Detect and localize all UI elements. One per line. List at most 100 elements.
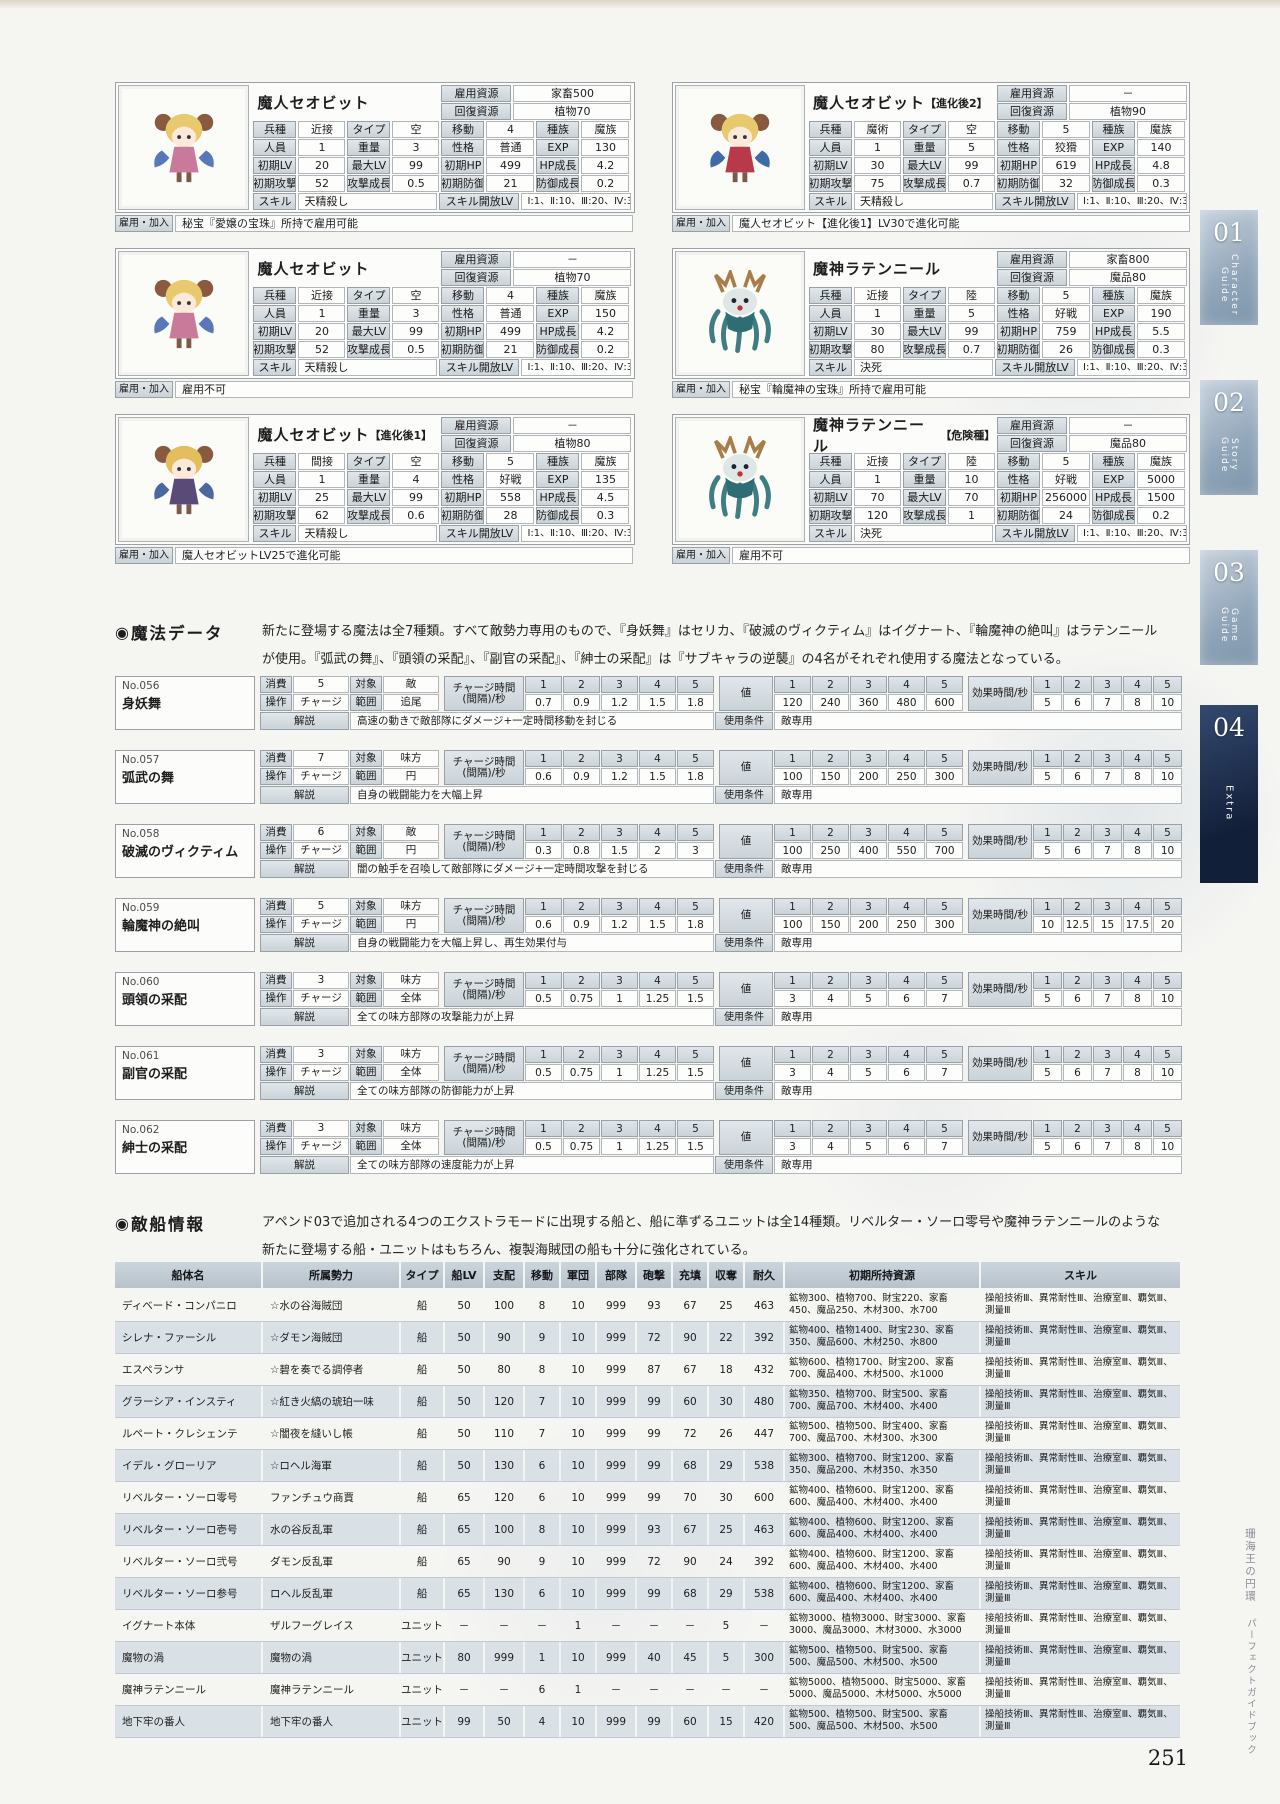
ship-reload: 67 (683, 1363, 697, 1376)
unit-card-box: 魔人セオビット 雇用資源 家畜500 回復資源 植物70 兵種 近接 タイプ 空… (115, 82, 635, 213)
type-label: タイプ (903, 121, 946, 138)
ship-type: ユニット (401, 1642, 443, 1673)
ship-bombard: － (648, 1684, 660, 1696)
def-growth-value: 0.3 (1137, 341, 1185, 358)
cost-value: 5 (293, 676, 349, 693)
ship-move: 9 (525, 1322, 559, 1353)
ship-corps: 10 (571, 1427, 585, 1440)
skill-unlock-label: スキル開放LV (439, 359, 520, 376)
effect-col-4: 4 (1123, 1046, 1152, 1063)
charge-time-label: チャージ時間 (間隔)/秒 (444, 1120, 524, 1155)
hire-join-value: 秘宝『愛嬢の宝珠』所持で雇用可能 (175, 215, 633, 232)
ship-table-row: リベルター・ソーロ壱号 水の谷反乱軍 船 65 100 8 10 999 93 … (115, 1514, 1180, 1546)
magic-number-box: No.058 破滅のヴィクティム (115, 824, 255, 878)
ship-plunder: 29 (709, 1578, 743, 1609)
magic-section-header: ◉ 魔法データ (115, 620, 223, 644)
description-label: 解説 (260, 712, 349, 730)
charge-time-label-line1: チャージ時間 (452, 829, 516, 842)
ship-dominion: 90 (485, 1322, 523, 1353)
cost-label: 消費 (260, 676, 292, 693)
operation-label: 操作 (260, 916, 292, 933)
condition-value: 敵専用 (774, 1082, 1182, 1100)
ship-move: － (536, 1620, 548, 1632)
ship-reload: 67 (673, 1514, 707, 1545)
value-value-2: 4 (812, 1138, 849, 1155)
ship-resources: 鉱物500、植物500、財宝500、家畜500、魔品500、木材500、水500 (785, 1642, 979, 1673)
effect-value-3: 7 (1093, 1138, 1122, 1155)
ship-resources: 鉱物400、植物600、財宝1200、家畜600、魔品400、木材400、水40… (789, 1549, 954, 1572)
charge-col-5: 5 (677, 824, 714, 841)
effect-col-5: 5 (1153, 1120, 1182, 1137)
effect-col-3: 3 (1093, 898, 1122, 915)
ship-table-row: リベルター・ソーロ参号 ロヘル反乱軍 船 65 130 6 10 999 99 … (115, 1578, 1180, 1610)
ship-reload: 90 (683, 1555, 697, 1568)
charge-value-3: 1.2 (601, 768, 638, 785)
unit-name-suffix: 【進化後2】 (925, 96, 988, 110)
range-label: 範囲 (350, 768, 382, 785)
ship-skills: 操船技術Ⅲ、異常耐性Ⅲ、治療室Ⅲ、覇気Ⅲ、測量Ⅲ (985, 1549, 1173, 1572)
ship-bombard: － (648, 1620, 660, 1632)
ship-squad: 999 (605, 1363, 627, 1376)
nature-label: 性格 (441, 305, 485, 322)
type-value: 空 (392, 453, 440, 470)
hire-resource-value: 家畜500 (513, 85, 632, 102)
range-value: 円 (383, 842, 439, 859)
tab-label: Extra (1223, 784, 1235, 822)
effect-value-4: 8 (1123, 1138, 1152, 1155)
ship-move: 8 (538, 1299, 546, 1312)
ship-faction: 地下牢の番人 (263, 1706, 399, 1737)
unit-card: 魔人セオビット 【進化後1】 雇用資源 － 回復資源 植物80 兵種 間接 タイプ… (115, 414, 635, 567)
move-value: 5 (486, 453, 535, 470)
effect-value-3: 7 (1093, 768, 1122, 785)
magic-entry: No.056 身妖舞 消費 5 対象 敵 操作 チャージ 範囲 追尾 チャージ時… (115, 676, 1182, 730)
value-value-5: 300 (926, 768, 963, 785)
ship-reload: 72 (683, 1427, 697, 1440)
range-value: 全体 (383, 990, 439, 1007)
unit-sprite (675, 85, 805, 210)
charge-col-2: 2 (563, 898, 600, 915)
chibi-girl-sprite-icon (710, 113, 770, 182)
hire-join-value: 秘宝『輪魔神の宝珠』所持で雇用可能 (732, 381, 1190, 398)
operation-label: 操作 (260, 1064, 292, 1081)
ship-plunder: 30 (719, 1491, 733, 1504)
effect-value-1: 5 (1033, 990, 1062, 1007)
skill-value: 天精殺し (854, 193, 993, 210)
value-col-1: 1 (774, 1046, 811, 1063)
value-col-3: 3 (850, 750, 887, 767)
value-label-text: 値 (740, 835, 752, 847)
init-atk-label: 初期攻撃 (253, 507, 297, 524)
tab-number: 02 (1213, 388, 1245, 417)
effect-col-5: 5 (1153, 750, 1182, 767)
unit-card: 魔神ラテンニール 【危険種】 雇用資源 － 回復資源 魔品80 兵種 近接 タイプ… (672, 414, 1190, 567)
nature-label: 性格 (997, 305, 1040, 322)
effect-col-5: 5 (1153, 1046, 1182, 1063)
target-value: 味方 (383, 972, 439, 989)
charge-time-label-line1: チャージ時間 (452, 1051, 516, 1064)
description-label: 解説 (260, 860, 349, 878)
ship-skills: 操船技術Ⅲ、異常耐性Ⅲ、治療室Ⅲ、覇気Ⅲ、測量Ⅲ (981, 1706, 1180, 1737)
charge-value-4: 1.5 (639, 916, 676, 933)
ship-corps: 10 (561, 1706, 595, 1737)
value-col-4: 4 (888, 824, 925, 841)
charge-col-5: 5 (677, 972, 714, 989)
ship-type: 船 (416, 1556, 428, 1568)
ship-resources: 鉱物400、植物600、財宝1200、家畜600、魔品400、木材400、水40… (785, 1514, 979, 1545)
hp-growth-value: 4.2 (581, 323, 630, 340)
ship-name: 魔神ラテンニール (122, 1684, 206, 1696)
effect-col-4: 4 (1123, 676, 1152, 693)
value-value-4: 480 (888, 694, 925, 711)
operation-value: チャージ (293, 768, 349, 785)
description-label: 解説 (260, 1156, 349, 1174)
value-value-4: 6 (888, 1138, 925, 1155)
condition-value: 敵専用 (774, 712, 1182, 730)
unit-name-text: 魔人セオビット (257, 260, 370, 278)
magic-number-box: No.061 副官の采配 (115, 1046, 255, 1100)
value-col-1: 1 (774, 972, 811, 989)
range-value: 全体 (383, 1138, 439, 1155)
value-value-1: 100 (774, 916, 811, 933)
hp-growth-value: 1500 (1137, 489, 1185, 506)
value-col-5: 5 (926, 1046, 963, 1063)
effect-time-label-text: 効果時間/秒 (971, 761, 1029, 773)
tab-number: 04 (1213, 713, 1245, 742)
move-label: 移動 (441, 121, 485, 138)
